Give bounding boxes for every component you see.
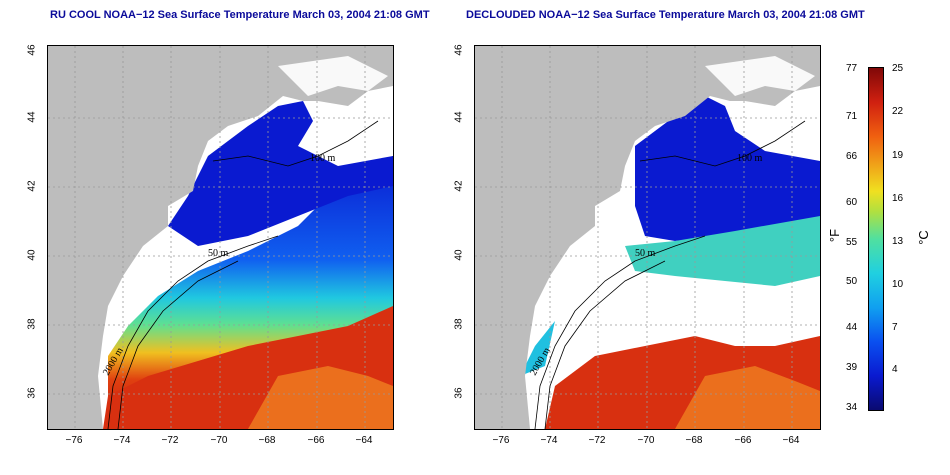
right-ytick: 46: [453, 44, 465, 56]
celsius-unit-label: °C: [915, 230, 931, 245]
right-xtick: −70: [637, 435, 655, 446]
right-contour-label-50m: 50 m: [635, 248, 656, 259]
right-contour-label-100m: 100 m: [737, 153, 763, 164]
left-xtick: −68: [258, 435, 276, 446]
right-xtick: −76: [492, 435, 510, 446]
colorbar-f-label: 60: [846, 197, 858, 208]
right-ytick: 42: [453, 180, 465, 192]
left-contour-label-50m: 50 m: [208, 248, 229, 259]
right-land: [475, 46, 820, 429]
left-xtick: −74: [113, 435, 131, 446]
left-map-graphic: 100 m 50 m 2000 m: [48, 46, 393, 429]
colorbar-f-label: 66: [846, 151, 858, 162]
right-xtick: −72: [588, 435, 606, 446]
colorbar-c-label: 7: [892, 322, 898, 333]
left-land: [48, 46, 393, 429]
left-ytick: 36: [26, 387, 38, 399]
fahrenheit-unit-label: °F: [827, 228, 843, 243]
colorbar-f-label: 44: [846, 322, 858, 333]
colorbar-c-label: 16: [892, 193, 904, 204]
left-ytick: 42: [26, 180, 38, 192]
left-ytick: 40: [26, 249, 38, 261]
left-xtick: −70: [210, 435, 228, 446]
right-xtick: −68: [685, 435, 703, 446]
colorbar-f-label: 34: [846, 402, 858, 413]
left-ytick: 44: [26, 111, 38, 123]
left-sst-map: 100 m 50 m 2000 m: [47, 45, 394, 430]
colorbar-f-label: 39: [846, 362, 858, 373]
colorbar-f-label: 71: [846, 111, 858, 122]
left-contour-label-100m: 100 m: [310, 153, 336, 164]
colorbar-f-label: 50: [846, 276, 858, 287]
left-map-title: RU COOL NOAA−12 Sea Surface Temperature …: [50, 9, 430, 21]
colorbar-c-label: 25: [892, 63, 904, 74]
right-xtick: −66: [734, 435, 752, 446]
left-xtick: −66: [307, 435, 325, 446]
left-xtick: −64: [355, 435, 373, 446]
right-ytick: 44: [453, 111, 465, 123]
right-ytick: 38: [453, 318, 465, 330]
right-xtick: −74: [540, 435, 558, 446]
colorbar-c-label: 13: [892, 236, 904, 247]
right-cool-band: [625, 216, 820, 286]
colorbar-c-label: 22: [892, 106, 904, 117]
right-map-graphic: 100 m 50 m 2000 m: [475, 46, 820, 429]
left-xtick: −76: [65, 435, 83, 446]
right-ytick: 40: [453, 249, 465, 261]
right-cold-shelf: [635, 96, 820, 241]
temperature-colorbar: [868, 67, 884, 411]
left-ytick: 46: [26, 44, 38, 56]
left-cold-shelf: [168, 101, 393, 246]
right-xtick: −64: [782, 435, 800, 446]
colorbar-c-label: 19: [892, 150, 904, 161]
colorbar-c-label: 10: [892, 279, 904, 290]
colorbar-f-label: 77: [846, 63, 858, 74]
colorbar-c-label: 4: [892, 364, 898, 375]
right-sst-map: 100 m 50 m 2000 m: [474, 45, 821, 430]
colorbar-f-label: 55: [846, 237, 858, 248]
right-ytick: 36: [453, 387, 465, 399]
left-ytick: 38: [26, 318, 38, 330]
right-map-title: DECLOUDED NOAA−12 Sea Surface Temperatur…: [466, 9, 865, 21]
left-xtick: −72: [161, 435, 179, 446]
